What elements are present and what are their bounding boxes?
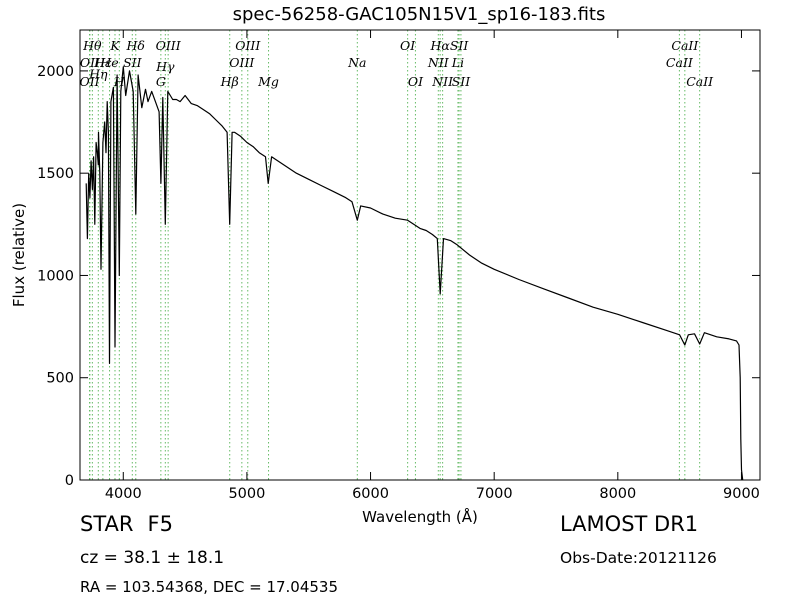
spectrum-line bbox=[85, 66, 744, 481]
observation-date: Obs-Date:20121126 bbox=[560, 549, 717, 567]
spectral-line-label: Hη bbox=[88, 66, 108, 81]
spectral-line-label: Hβ bbox=[220, 74, 239, 89]
spectral-line-label: OIII bbox=[235, 38, 261, 53]
spectral-line-label: Na bbox=[347, 55, 366, 70]
spectral-line-label: OI bbox=[400, 38, 416, 53]
object-class: STAR F5 bbox=[80, 512, 173, 536]
spectral-line-labels: OIIOIIHθHηHεHeKHSIIHδGHγOIIIHβOIIIOIIIMg… bbox=[79, 38, 714, 89]
spectral-line-label: NII bbox=[431, 74, 454, 89]
object-subclass: F5 bbox=[147, 512, 173, 536]
spectral-line-label: K bbox=[109, 38, 120, 53]
x-tick-label: 4000 bbox=[105, 486, 142, 502]
x-tick-label: 5000 bbox=[228, 486, 265, 502]
plot-frame bbox=[79, 29, 761, 481]
spectral-line-label: SII bbox=[123, 55, 143, 70]
y-axis-label: Flux (relative) bbox=[10, 203, 28, 307]
spectral-line-label: CaII bbox=[666, 55, 694, 70]
spectral-line-label: CaII bbox=[686, 74, 714, 89]
spectral-line-label: Hθ bbox=[82, 38, 102, 53]
spectral-line-label: G bbox=[156, 74, 166, 89]
spectral-line-label: OIII bbox=[156, 38, 182, 53]
chart-title: spec-56258-GAC105N15V1_sp16-183.fits bbox=[232, 4, 606, 25]
spectral-line-label: He bbox=[99, 55, 118, 70]
spectral-line-label: Li bbox=[451, 55, 464, 70]
spectral-line-label: NII bbox=[427, 55, 450, 70]
x-tick-label: 6000 bbox=[352, 486, 389, 502]
spectral-line-markers bbox=[89, 30, 701, 480]
spectral-line-label: OI bbox=[408, 74, 424, 89]
x-tick-label: 7000 bbox=[476, 486, 513, 502]
spectral-line-label: CaII bbox=[671, 38, 699, 53]
redshift-value: cz = 38.1 ± 18.1 bbox=[80, 548, 225, 568]
spectral-line-label: Hγ bbox=[155, 59, 175, 74]
y-tick-label: 1500 bbox=[37, 166, 74, 182]
axis-ticks: 4000 5000 6000 7000 8000 9000 0 500 1000 1500 2000 bbox=[37, 30, 760, 502]
y-tick-label: 1000 bbox=[37, 268, 74, 284]
spectral-line-label: SII bbox=[450, 38, 470, 53]
x-tick-label: 9000 bbox=[723, 486, 760, 502]
y-tick-label: 0 bbox=[65, 473, 74, 489]
y-tick-label: 500 bbox=[46, 371, 74, 387]
spectral-line-label: SII bbox=[452, 74, 472, 89]
coordinates: RA = 103.54368, DEC = 17.04535 bbox=[80, 578, 339, 596]
spectral-line-label: Mg bbox=[257, 74, 279, 89]
spectral-line-label: OIII bbox=[229, 55, 255, 70]
spectral-line-label: Hα bbox=[429, 38, 450, 53]
x-tick-label: 8000 bbox=[599, 486, 636, 502]
spectral-line-label: Hε bbox=[93, 55, 112, 70]
spectral-line-label: Hδ bbox=[126, 38, 145, 53]
x-axis-label: Wavelength (Å) bbox=[362, 507, 478, 526]
object-class-name: STAR bbox=[80, 512, 134, 536]
survey-name: LAMOST DR1 bbox=[560, 512, 699, 536]
y-tick-label: 2000 bbox=[37, 64, 74, 80]
spectral-line-label: OII bbox=[79, 74, 100, 89]
spectral-line-label: OII bbox=[80, 55, 101, 70]
